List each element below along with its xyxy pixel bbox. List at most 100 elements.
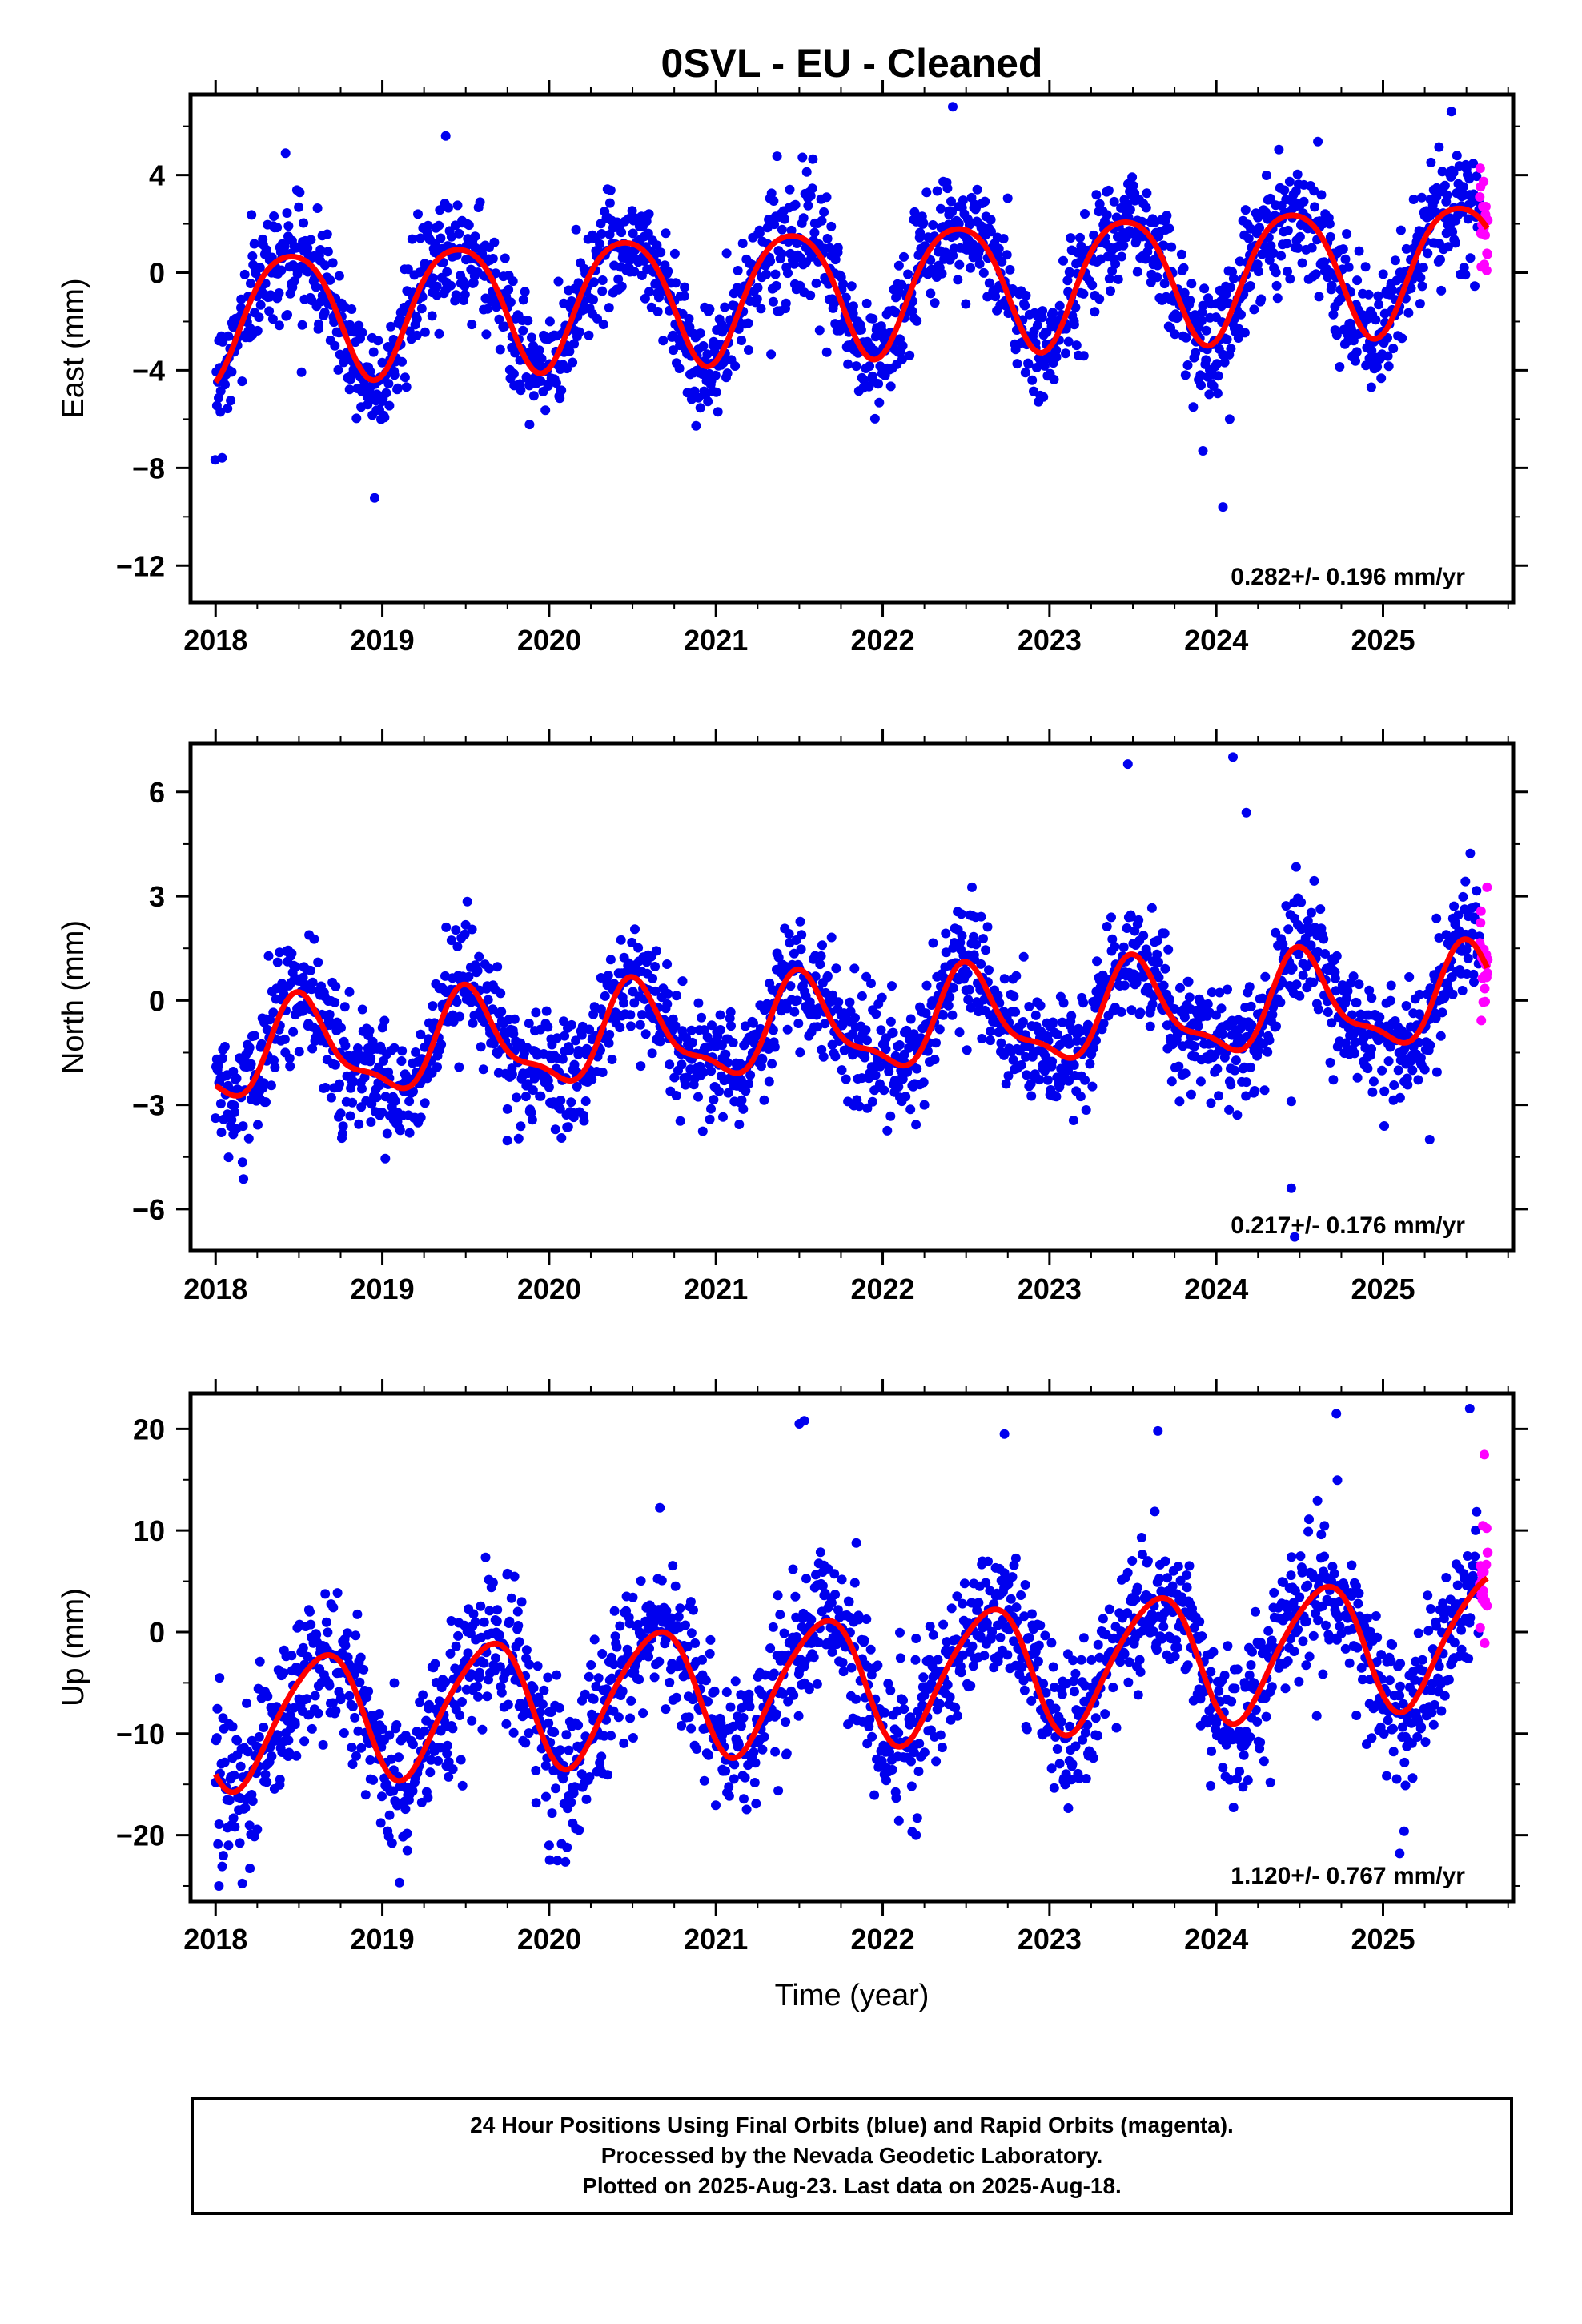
data-point <box>941 928 951 939</box>
data-point <box>375 1080 384 1091</box>
data-point <box>721 248 732 259</box>
data-point <box>869 413 880 424</box>
data-point <box>693 392 704 403</box>
data-point <box>805 290 816 300</box>
data-point <box>571 224 581 235</box>
data-point <box>1078 288 1089 299</box>
data-point <box>397 356 407 367</box>
data-point <box>1035 1000 1046 1011</box>
data-point <box>713 407 723 417</box>
data-point <box>1145 1021 1155 1031</box>
data-point <box>1327 1018 1337 1028</box>
data-point <box>830 1590 841 1600</box>
data-point <box>1331 330 1342 340</box>
data-point <box>211 1733 222 1743</box>
data-point <box>232 1735 243 1746</box>
data-point <box>893 1815 904 1826</box>
data-point <box>441 922 452 932</box>
data-point <box>516 385 526 396</box>
data-point <box>440 971 450 981</box>
data-point <box>1116 1007 1126 1017</box>
data-point <box>366 1117 376 1127</box>
data-point <box>508 1727 519 1738</box>
data-point <box>628 1733 638 1743</box>
data-point <box>418 1690 428 1700</box>
data-point <box>1340 254 1351 264</box>
data-point <box>1087 280 1098 291</box>
data-point <box>971 939 982 950</box>
data-point <box>745 1702 755 1711</box>
data-point <box>1388 344 1399 354</box>
data-point <box>1404 972 1415 982</box>
data-point <box>817 940 827 951</box>
data-point <box>1118 240 1129 251</box>
data-point <box>531 1007 541 1018</box>
data-point <box>214 1819 224 1829</box>
data-point <box>698 341 709 351</box>
data-point <box>793 1019 804 1028</box>
data-point <box>725 1702 736 1712</box>
data-point <box>820 1019 830 1029</box>
data-point <box>913 1767 924 1776</box>
data-point <box>837 1574 847 1585</box>
data-point <box>932 186 942 196</box>
data-point <box>1245 281 1255 291</box>
data-point <box>875 361 885 372</box>
data-point <box>772 151 782 162</box>
data-point <box>1291 979 1302 990</box>
data-point <box>1102 210 1112 220</box>
data-point <box>1447 227 1458 237</box>
data-point <box>738 1713 749 1723</box>
data-point <box>1255 223 1265 233</box>
data-point <box>640 1029 651 1039</box>
data-point <box>408 1786 418 1796</box>
data-point <box>428 1001 438 1011</box>
data-point <box>689 1605 698 1615</box>
x-tick-label: 2021 <box>684 1273 748 1305</box>
data-point <box>1268 248 1279 259</box>
data-point <box>408 1739 418 1750</box>
data-point <box>1166 1076 1177 1087</box>
data-point <box>344 1691 355 1701</box>
data-point <box>1387 285 1398 296</box>
data-point <box>443 203 453 213</box>
data-point <box>739 1794 749 1804</box>
outlier-point <box>1424 1135 1435 1144</box>
data-point <box>1126 911 1136 922</box>
data-point <box>1195 370 1206 380</box>
data-point <box>838 279 849 289</box>
data-point <box>456 1755 466 1765</box>
data-point <box>263 1691 273 1702</box>
data-point <box>1048 1017 1058 1027</box>
outlier-point <box>1228 752 1238 762</box>
data-point <box>684 1712 694 1723</box>
data-point <box>403 264 413 275</box>
data-point <box>587 1075 597 1084</box>
y-tick-label: −4 <box>132 354 165 387</box>
data-point <box>1264 255 1275 265</box>
data-point <box>899 251 909 262</box>
data-point <box>803 200 813 211</box>
data-point <box>695 328 705 339</box>
data-point <box>1246 1001 1256 1011</box>
data-point <box>468 1018 478 1028</box>
data-point <box>554 1703 564 1713</box>
data-point <box>850 1013 860 1023</box>
data-point <box>856 324 866 335</box>
data-point <box>228 1813 239 1823</box>
data-point <box>1002 250 1012 260</box>
data-point <box>359 1072 370 1083</box>
data-point <box>600 991 610 1001</box>
data-point <box>752 294 762 304</box>
data-point <box>396 1056 407 1066</box>
data-point <box>793 1711 804 1721</box>
data-point <box>370 493 379 503</box>
data-point <box>1274 144 1284 155</box>
data-point <box>994 243 1004 254</box>
data-point <box>873 379 884 389</box>
data-point <box>978 267 989 278</box>
data-point <box>1331 986 1341 996</box>
data-point <box>446 280 456 291</box>
data-point <box>795 916 805 927</box>
data-point <box>848 308 858 319</box>
